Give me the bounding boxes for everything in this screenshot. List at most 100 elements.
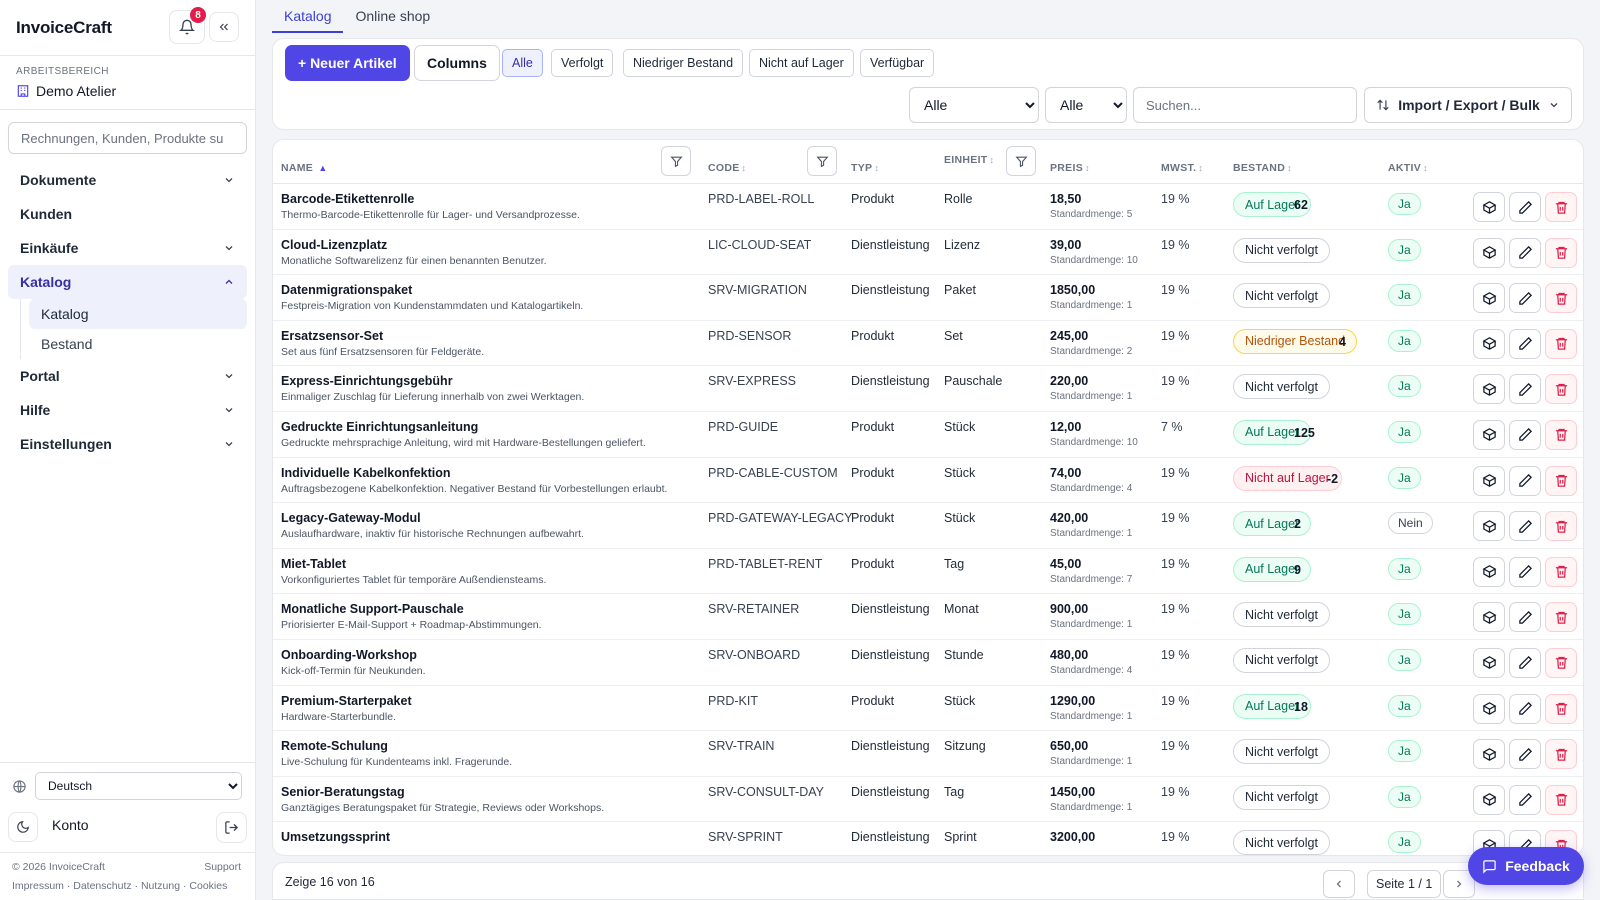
table-row[interactable]: Senior-Beratungstag Ganztägiges Beratungs… [273, 777, 1583, 823]
item-name[interactable]: Ersatzsensor-Set [281, 328, 384, 343]
stock-button[interactable] [1473, 739, 1505, 770]
edit-button[interactable] [1509, 192, 1541, 222]
column-header-typ[interactable]: TYP ↕ [851, 162, 879, 174]
tab-online-shop[interactable]: Online shop [355, 8, 431, 24]
filter-chip-nicht-auf-lager[interactable]: Nicht auf Lager [749, 49, 854, 77]
edit-button[interactable] [1509, 328, 1541, 359]
table-row[interactable]: Barcode-Etikettenrolle Thermo-Barcode-Eti… [273, 184, 1583, 230]
stock-button[interactable] [1473, 602, 1505, 633]
stock-button[interactable] [1473, 465, 1505, 496]
filter-chip-niedriger-bestand[interactable]: Niedriger Bestand [623, 49, 744, 77]
sidebar-item-kunden[interactable]: Kunden [8, 197, 247, 231]
delete-button[interactable] [1545, 465, 1577, 496]
sidebar-item-einstellungen[interactable]: Einstellungen [8, 427, 247, 461]
item-name[interactable]: Express-Einrichtungsgebühr [281, 374, 453, 389]
language-select[interactable]: Deutsch [35, 772, 242, 800]
item-name[interactable]: Remote-Schulung [281, 739, 388, 754]
sidebar-subitem-bestand[interactable]: Bestand [41, 336, 93, 352]
table-row[interactable]: Monatliche Support-Pauschale Priorisierte… [273, 594, 1583, 640]
account-link[interactable]: Konto [52, 817, 89, 833]
delete-button[interactable] [1545, 374, 1577, 405]
item-name[interactable]: Miet-Tablet [281, 556, 347, 571]
tab-katalog[interactable]: Katalog [272, 0, 344, 33]
stock-button[interactable] [1473, 511, 1505, 542]
item-name[interactable]: Umsetzungssprint [281, 830, 391, 845]
delete-button[interactable] [1545, 602, 1577, 633]
item-name[interactable]: Monatliche Support-Pauschale [281, 602, 464, 617]
sidebar-item-dokumente[interactable]: Dokumente [8, 163, 247, 197]
stock-button[interactable] [1473, 556, 1505, 587]
table-row[interactable]: Cloud-Lizenzplatz Monatliche Softwarelize… [273, 230, 1583, 276]
stock-button[interactable] [1473, 419, 1505, 450]
edit-button[interactable] [1509, 511, 1541, 542]
global-search-input[interactable] [8, 122, 247, 154]
stock-button[interactable] [1473, 374, 1505, 405]
edit-button[interactable] [1509, 602, 1541, 633]
collapse-sidebar-button[interactable] [209, 12, 239, 42]
column-header-unit[interactable]: EINHEIT ↕ [944, 154, 994, 166]
item-name[interactable]: Cloud-Lizenzplatz [281, 237, 388, 252]
item-name[interactable]: Datenmigrationspaket [281, 283, 413, 298]
item-name[interactable]: Premium-Starterpaket [281, 693, 412, 708]
edit-button[interactable] [1509, 237, 1541, 268]
sidebar-subitem-katalog[interactable]: Katalog [29, 299, 247, 329]
table-row[interactable]: Legacy-Gateway-Modul Auslaufhardware, ina… [273, 503, 1583, 549]
filter-chip-verfolgt[interactable]: Verfolgt [551, 49, 614, 77]
edit-button[interactable] [1509, 784, 1541, 815]
status-filter-select[interactable]: Alle [1045, 87, 1127, 123]
column-header-active[interactable]: AKTIV ↕ [1388, 162, 1428, 174]
theme-toggle-button[interactable] [8, 812, 38, 842]
sidebar-item-katalog[interactable]: Katalog [8, 265, 247, 299]
new-item-button[interactable]: + Neuer Artikel [285, 45, 410, 81]
column-header-price[interactable]: PREIS ↕ [1050, 162, 1090, 174]
item-name[interactable]: Onboarding-Workshop [281, 647, 417, 662]
delete-button[interactable] [1545, 647, 1577, 678]
item-name[interactable]: Gedruckte Einrichtungsanleitung [281, 419, 479, 434]
edit-button[interactable] [1509, 556, 1541, 587]
filter-chip-verfuegbar[interactable]: Verfügbar [860, 49, 935, 77]
filter-chip-alle[interactable]: Alle [502, 49, 543, 77]
table-row[interactable]: Remote-Schulung Live-Schulung für Kundent… [273, 731, 1583, 777]
stock-button[interactable] [1473, 283, 1505, 314]
sidebar-item-einkaeufe[interactable]: Einkäufe [8, 231, 247, 265]
type-filter-select[interactable]: Alle [909, 87, 1039, 123]
table-row[interactable]: Datenmigrationspaket Festpreis-Migration … [273, 275, 1583, 321]
legal-links[interactable]: Impressum · Datenschutz · Nutzung · Cook… [12, 880, 228, 892]
import-export-button[interactable]: Import / Export / Bulk [1364, 87, 1572, 123]
stock-button[interactable] [1473, 784, 1505, 815]
delete-button[interactable] [1545, 511, 1577, 542]
edit-button[interactable] [1509, 374, 1541, 405]
edit-button[interactable] [1509, 465, 1541, 496]
item-name[interactable]: Barcode-Etikettenrolle [281, 192, 415, 206]
delete-button[interactable] [1545, 784, 1577, 815]
delete-button[interactable] [1545, 739, 1577, 770]
code-filter-button[interactable] [807, 146, 837, 176]
delete-button[interactable] [1545, 237, 1577, 268]
stock-button[interactable] [1473, 693, 1505, 724]
delete-button[interactable] [1545, 192, 1577, 222]
delete-button[interactable] [1545, 556, 1577, 587]
item-name[interactable]: Individuelle Kabelkonfektion [281, 465, 451, 480]
table-row[interactable]: Umsetzungssprint SRV-SPRINT Dienstleistung… [273, 822, 1583, 855]
column-header-name[interactable]: NAME ▲ [281, 162, 328, 174]
prev-page-button[interactable] [1323, 870, 1355, 898]
column-header-vat[interactable]: MWST. ↕ [1161, 162, 1203, 174]
delete-button[interactable] [1545, 328, 1577, 359]
table-row[interactable]: Express-Einrichtungsgebühr Einmaliger Zus… [273, 366, 1583, 412]
sidebar-item-hilfe[interactable]: Hilfe [8, 393, 247, 427]
stock-button[interactable] [1473, 192, 1505, 222]
delete-button[interactable] [1545, 283, 1577, 314]
item-name[interactable]: Legacy-Gateway-Modul [281, 511, 421, 526]
column-header-code[interactable]: CODE ↕ [708, 162, 746, 174]
table-row[interactable]: Ersatzsensor-Set Set aus fünf Ersatzsenso… [273, 321, 1583, 367]
stock-button[interactable] [1473, 647, 1505, 678]
table-row[interactable]: Premium-Starterpaket Hardware-Starterbund… [273, 686, 1583, 732]
columns-button[interactable]: Columns [414, 45, 500, 81]
catalog-search-input[interactable] [1133, 87, 1357, 123]
support-link[interactable]: Support [204, 861, 241, 873]
logout-button[interactable] [216, 812, 247, 843]
name-filter-button[interactable] [661, 146, 691, 176]
delete-button[interactable] [1545, 693, 1577, 724]
stock-button[interactable] [1473, 328, 1505, 359]
edit-button[interactable] [1509, 647, 1541, 678]
